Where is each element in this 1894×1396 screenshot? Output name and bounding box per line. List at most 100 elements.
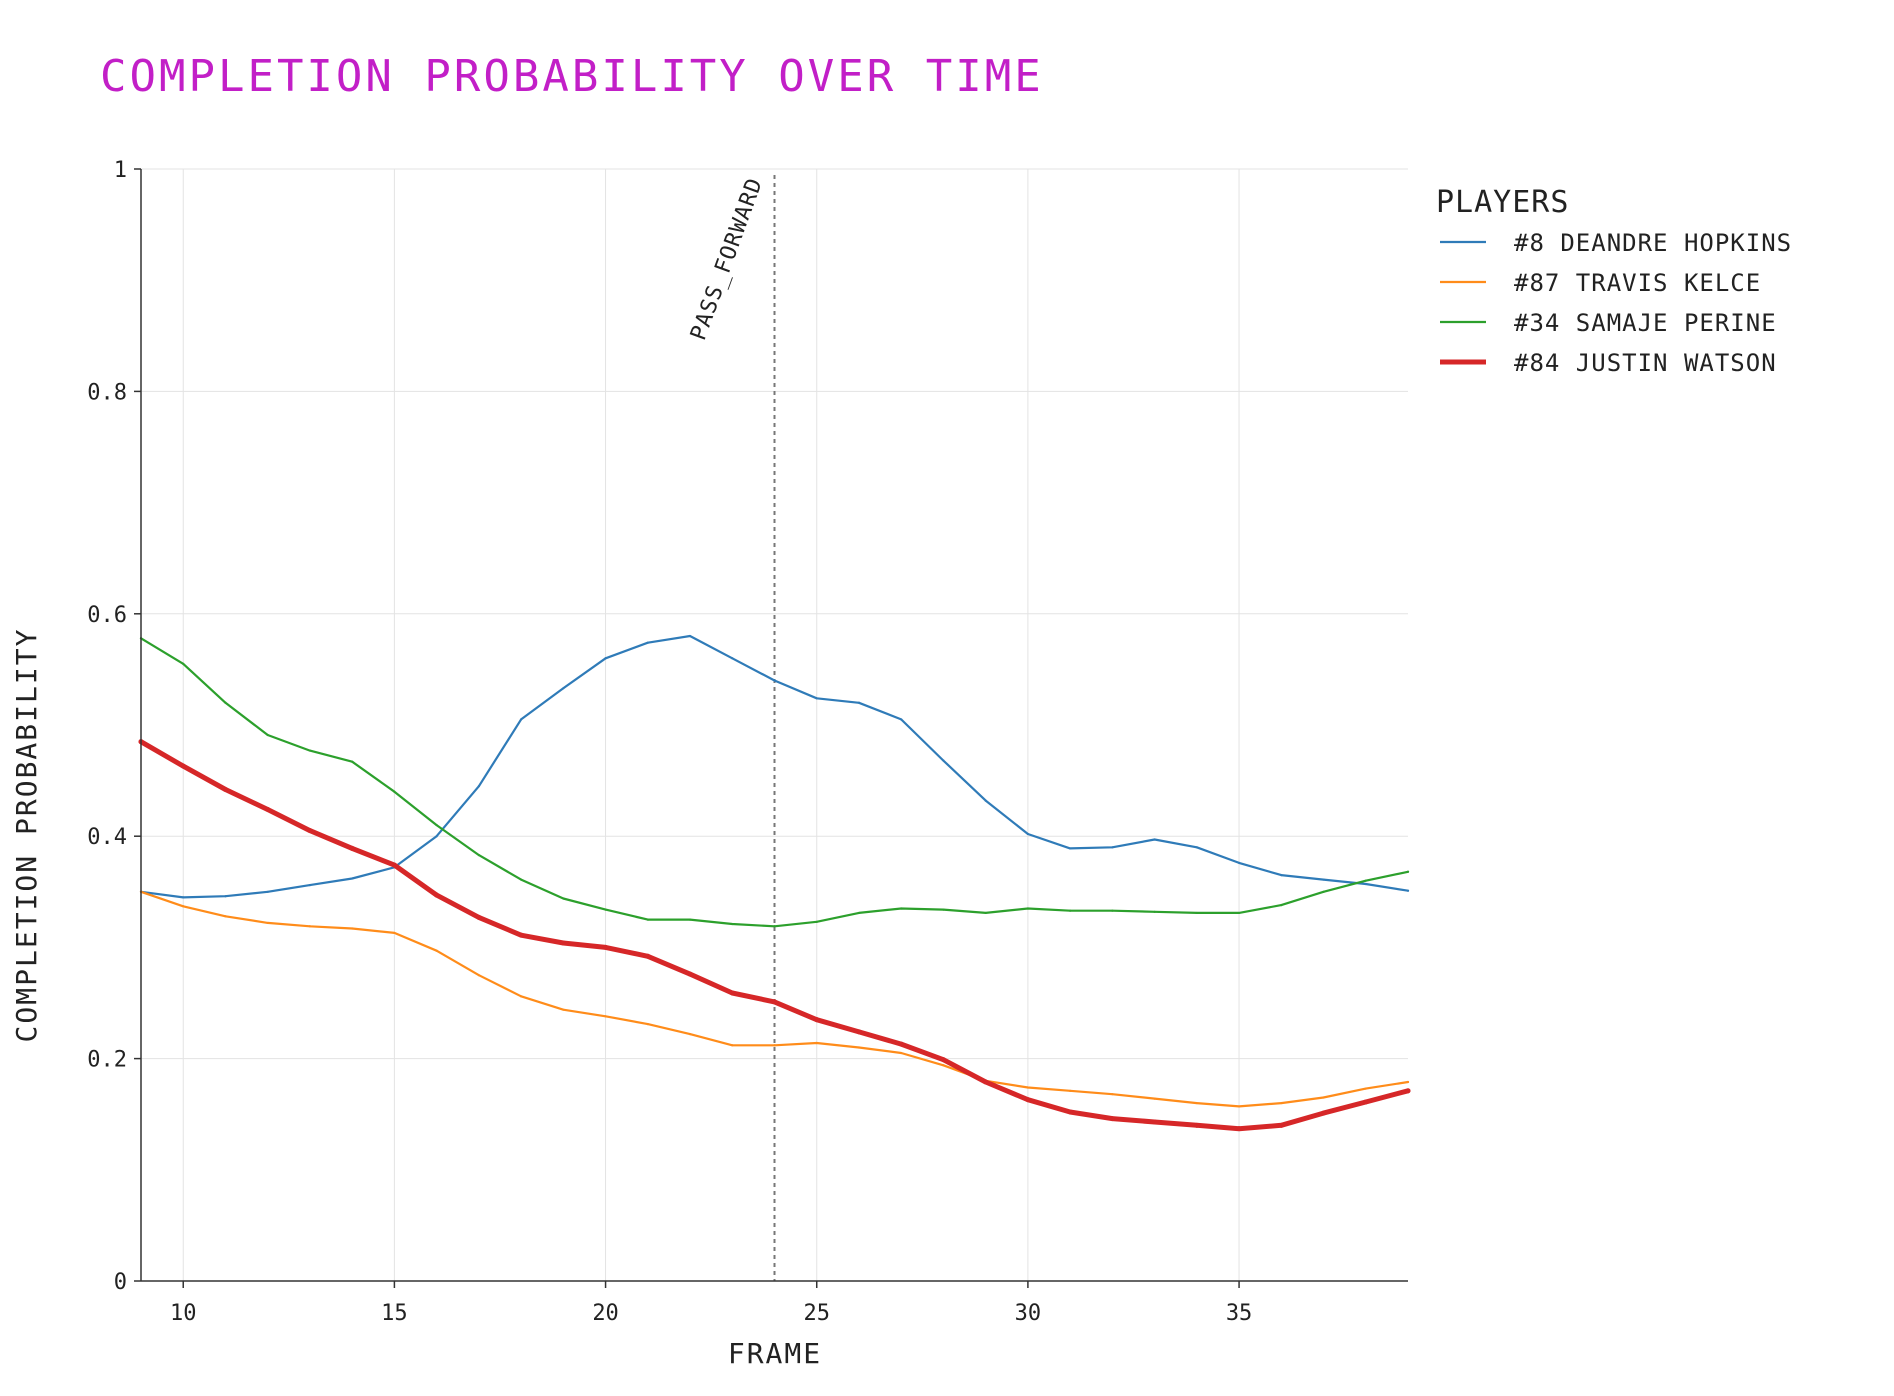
legend-label: #84 JUSTIN WATSON: [1514, 349, 1777, 377]
data-point: [435, 835, 438, 838]
data-point: [1237, 1105, 1241, 1108]
data-point: [1109, 1116, 1115, 1122]
data-point: [1406, 889, 1410, 892]
data-point: [224, 915, 227, 918]
x-tick-label: 25: [803, 1301, 830, 1326]
data-point: [940, 1057, 946, 1063]
data-point: [942, 1064, 945, 1067]
data-point: [477, 785, 480, 788]
data-point: [435, 823, 438, 827]
data-point: [1406, 1080, 1410, 1084]
data-point: [900, 1051, 903, 1055]
data-point: [1026, 907, 1029, 910]
data-point: [351, 760, 354, 763]
data-point: [1237, 911, 1241, 915]
data-point: [1111, 909, 1114, 912]
data-point: [942, 908, 945, 911]
legend-label: #34 SAMAJE PERINE: [1514, 309, 1777, 337]
data-point: [646, 1023, 649, 1026]
data-point: [265, 807, 271, 813]
x-tick-label: 35: [1226, 1301, 1253, 1326]
data-point: [1280, 874, 1283, 877]
legend: PLAYERS #8 DEANDRE HOPKINS #87 TRAVIS KEL…: [1436, 185, 1792, 377]
data-point: [1405, 1088, 1411, 1094]
data-point: [391, 862, 397, 868]
data-point: [1278, 1122, 1284, 1128]
data-point: [182, 896, 185, 899]
y-tick-label: 0.8: [87, 380, 127, 405]
data-point: [1237, 861, 1241, 864]
data-point: [1069, 847, 1072, 850]
y-tick-label: 0.4: [87, 825, 127, 850]
data-point: [604, 1015, 607, 1018]
data-point: [815, 1041, 818, 1045]
data-point: [857, 701, 861, 704]
data-point: [1025, 1097, 1031, 1103]
data-point: [520, 878, 523, 881]
data-point: [773, 679, 776, 682]
data-point: [1026, 832, 1029, 836]
grid: [141, 168, 1408, 1281]
data-point: [900, 718, 903, 721]
data-point: [1111, 846, 1114, 849]
data-point: [1195, 846, 1198, 849]
data-point: [1406, 870, 1410, 873]
chart-title: COMPLETION PROBABILITY OVER TIME: [100, 51, 1044, 102]
data-point: [477, 974, 480, 977]
legend-label: #8 DEANDRE HOPKINS: [1514, 229, 1792, 257]
data-point: [1280, 1101, 1283, 1105]
data-point: [604, 657, 607, 660]
data-point: [308, 749, 312, 752]
series-lines: [138, 634, 1411, 1132]
data-point: [1153, 910, 1156, 913]
y-tick-label: 0.6: [87, 603, 127, 628]
data-point: [562, 897, 565, 900]
data-point: [224, 895, 227, 898]
data-point: [1364, 1087, 1367, 1090]
data-point: [1364, 879, 1367, 882]
data-point: [266, 921, 269, 925]
data-point: [1321, 1110, 1327, 1116]
data-point: [773, 1044, 776, 1047]
data-point: [224, 701, 227, 704]
data-point: [351, 877, 354, 880]
data-point: [518, 932, 524, 938]
data-point: [645, 953, 651, 959]
data-point: [308, 884, 312, 887]
legend-title: PLAYERS: [1436, 185, 1569, 220]
data-point: [688, 918, 692, 921]
data-point: [266, 733, 269, 737]
annotations: PASS_FORWARD: [686, 175, 776, 1281]
data-point: [182, 905, 185, 908]
data-point: [1067, 1109, 1073, 1115]
x-axis-label: FRAME: [728, 1337, 822, 1370]
y-tick-label: 0.2: [87, 1048, 127, 1073]
data-point: [731, 657, 734, 660]
data-point: [984, 799, 987, 802]
data-point: [856, 1029, 862, 1035]
legend-label: #87 TRAVIS KELCE: [1514, 269, 1761, 297]
data-point: [1322, 878, 1325, 881]
data-point: [1153, 838, 1156, 841]
data-point: [815, 697, 818, 700]
y-axis-label: COMPLETION PROBABILITY: [10, 628, 43, 1043]
data-point: [434, 892, 440, 898]
data-point: [984, 911, 987, 915]
data-point: [266, 890, 269, 893]
data-point: [772, 999, 777, 1005]
data-point: [520, 995, 523, 998]
data-point: [1195, 911, 1198, 915]
data-point: [1364, 882, 1367, 886]
data-point: [349, 845, 355, 851]
axes: 10 15 20 25 30 35 0 0.2 0.4 0.6 0.8 1: [87, 158, 1408, 1326]
data-point: [1280, 904, 1283, 907]
data-point: [814, 1017, 820, 1023]
data-point: [898, 1041, 904, 1047]
y-tick-label: 0: [114, 1270, 127, 1295]
data-point: [1026, 1086, 1029, 1089]
data-point: [815, 920, 818, 923]
x-tick-label: 20: [592, 1301, 619, 1326]
data-point: [900, 907, 903, 910]
